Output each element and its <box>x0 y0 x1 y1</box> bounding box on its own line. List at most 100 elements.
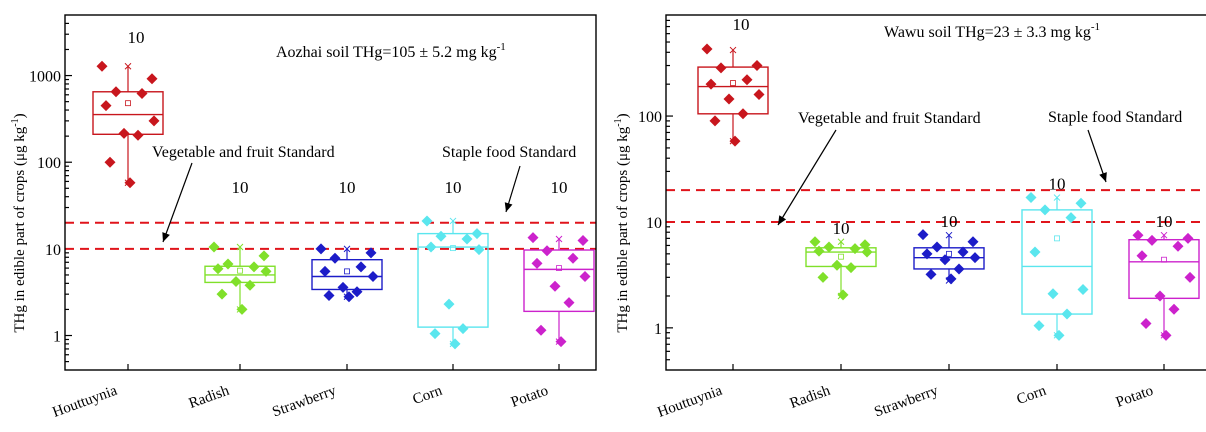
data-point <box>845 262 857 274</box>
data-point <box>461 233 473 245</box>
data-point <box>222 258 234 270</box>
data-point <box>421 215 433 227</box>
data-point <box>541 245 553 257</box>
data-point <box>260 265 272 277</box>
box-corn: 10 <box>1021 175 1093 341</box>
chart-title: Wawu soil THg=23 ± 3.3 mg kg-1 <box>884 21 1100 41</box>
data-point <box>1029 246 1041 258</box>
box-rect <box>1128 238 1200 300</box>
n-label: 10 <box>445 178 462 197</box>
data-point <box>329 252 341 264</box>
chart-title-sup: -1 <box>1091 21 1100 33</box>
x-category-label: Strawberry <box>270 383 339 421</box>
box-rect <box>311 258 383 291</box>
data-point <box>861 246 873 258</box>
data-point <box>555 336 567 348</box>
arrow-head <box>778 215 787 225</box>
box-corn: 10 <box>417 178 489 350</box>
y-axis-label-sup: -1 <box>10 118 21 126</box>
box-rect <box>913 247 985 270</box>
data-point <box>208 241 220 253</box>
data-point <box>236 303 248 315</box>
data-point <box>527 232 539 244</box>
data-point <box>96 60 108 72</box>
data-point <box>715 62 727 74</box>
data-point <box>837 289 849 301</box>
box-rect <box>92 91 164 135</box>
box-rect <box>523 249 595 313</box>
data-point <box>931 241 943 253</box>
data-point <box>315 243 327 255</box>
standard-label-staple: Staple food Standard <box>442 144 576 161</box>
x-category-label: Houttuynia <box>655 383 724 421</box>
y-tick-label: 1 <box>53 329 61 346</box>
whisker-end-marker <box>1053 194 1061 201</box>
y-tick-label: 100 <box>37 155 61 172</box>
data-point <box>967 236 979 248</box>
y-tick-label: 10 <box>45 242 61 259</box>
data-point <box>953 263 965 275</box>
mean-marker <box>946 250 952 257</box>
whisker-end-marker <box>945 231 953 239</box>
data-point <box>365 247 377 259</box>
plot-frame <box>64 14 597 371</box>
n-label: 10 <box>551 178 568 197</box>
data-point <box>1047 288 1059 300</box>
data-point <box>148 115 160 127</box>
data-point <box>1075 197 1087 209</box>
arrow-line <box>162 162 193 243</box>
data-point <box>563 297 575 309</box>
data-point <box>443 298 455 310</box>
data-point <box>753 88 765 100</box>
x-category-label: Corn <box>1015 383 1049 408</box>
y-tick-label: 10 <box>646 215 662 232</box>
data-point <box>705 78 717 90</box>
y-axis-label: THg in edible part of crops (μg kg-1) <box>613 113 631 332</box>
data-point <box>921 248 933 260</box>
data-point <box>1146 234 1158 246</box>
data-point <box>729 135 741 147</box>
box-potato: 10 <box>1128 212 1200 341</box>
y-tick-label: 100 <box>638 109 662 126</box>
arrow-head <box>162 232 170 242</box>
mean-marker <box>1054 235 1060 242</box>
y-axis-label-end: ) <box>615 113 631 118</box>
data-point <box>230 276 242 288</box>
data-point <box>531 257 543 269</box>
data-point <box>813 245 825 257</box>
plot-layer: 1 10 100 10 Houttuynia 10 Radish 10 Strawberry 10… <box>638 15 1206 421</box>
n-label: 10 <box>1049 175 1066 194</box>
whisker-end-marker <box>837 238 845 246</box>
data-point <box>701 43 713 55</box>
data-point <box>146 73 158 85</box>
chart-title-sup: -1 <box>497 41 506 53</box>
whisker-end-marker <box>236 243 244 251</box>
data-point <box>258 250 270 262</box>
mean-marker <box>237 267 243 274</box>
data-point <box>435 230 447 242</box>
whisker-end-marker <box>729 46 737 54</box>
data-point <box>809 236 821 248</box>
data-point <box>367 270 379 282</box>
data-point <box>473 244 485 256</box>
mean-marker <box>1161 256 1167 263</box>
box-strawberry: 10 <box>913 212 985 285</box>
x-category-label: Strawberry <box>872 383 941 421</box>
data-point <box>471 228 483 240</box>
data-point <box>549 280 561 292</box>
arrow-line <box>777 129 837 226</box>
data-point <box>1172 240 1184 252</box>
data-point <box>337 281 349 293</box>
n-label: 10 <box>128 28 145 47</box>
n-label: 10 <box>833 219 850 238</box>
whisker-end-marker <box>343 245 351 253</box>
data-point <box>110 86 122 98</box>
y-axis-label: THg in edible part of crops (μg kg-1) <box>10 113 28 332</box>
data-point <box>104 156 116 168</box>
data-point <box>535 324 547 336</box>
box-rect <box>1021 209 1093 315</box>
box-radish: 10 <box>805 219 877 301</box>
box-houttuynia: 10 <box>697 15 769 147</box>
data-point <box>1140 317 1152 329</box>
data-point <box>136 88 148 100</box>
